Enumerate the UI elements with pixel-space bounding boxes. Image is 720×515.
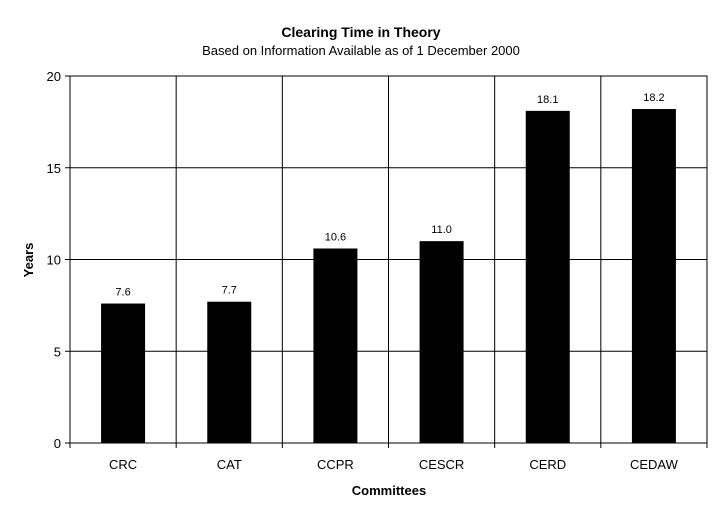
x-tick-label-ccpr: CCPR <box>317 457 354 472</box>
x-tick-label-cat: CAT <box>217 457 242 472</box>
plot-area: 0 5 10 15 20 7.6 CRC 7.7 CAT 10.6 CCPR 11.0 CESCR 18.… <box>47 69 708 472</box>
data-label-cerd: 18.1 <box>537 94 558 106</box>
y-tick-label-0: 0 <box>54 436 61 451</box>
y-tick-label-2: 10 <box>47 253 61 268</box>
data-label-crc: 7.6 <box>115 287 130 299</box>
data-label-cat: 7.7 <box>222 285 237 297</box>
bar-ccpr <box>313 248 358 443</box>
x-tick-label-cedaw: CEDAW <box>630 457 679 472</box>
data-label-cescr: 11.0 <box>431 224 452 236</box>
x-tick-label-cerd: CERD <box>529 457 566 472</box>
y-tick-label-4: 20 <box>47 69 61 84</box>
bar-cat <box>207 301 252 443</box>
y-axis-title: Years <box>21 243 36 278</box>
chart-subtitle: Based on Information Available as of 1 D… <box>202 43 520 58</box>
y-tick-label-1: 5 <box>54 344 61 359</box>
y-tick-label-3: 15 <box>47 161 61 176</box>
chart-title: Clearing Time in Theory <box>281 24 440 40</box>
bar-cedaw <box>631 109 676 443</box>
x-tick-label-cescr: CESCR <box>419 457 465 472</box>
x-tick-label-crc: CRC <box>109 457 137 472</box>
data-label-ccpr: 10.6 <box>325 231 346 243</box>
bar-cescr <box>419 241 464 443</box>
x-axis-title: Committees <box>352 483 426 498</box>
bar-crc <box>101 303 146 443</box>
bar-cerd <box>525 110 570 444</box>
plot-border <box>69 75 708 444</box>
data-label-cedaw: 18.2 <box>643 92 664 104</box>
